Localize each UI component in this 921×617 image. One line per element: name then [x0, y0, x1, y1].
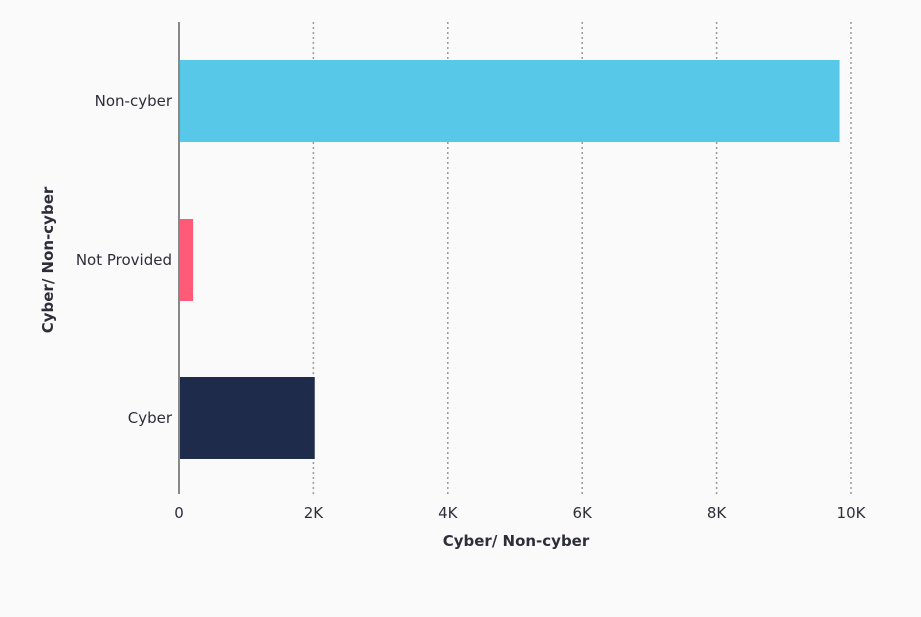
tick-labels: 0 2K 4K 6K 8K 10K Non-cyber Not Provided Cyber	[76, 92, 867, 522]
gridlines	[312, 22, 852, 494]
bar-not-provided[interactable]	[179, 219, 194, 301]
x-tick-label: 4K	[438, 504, 459, 522]
bars	[179, 60, 840, 459]
bar-cyber[interactable]	[179, 377, 315, 459]
x-tick-label: 8K	[707, 504, 728, 522]
x-axis-title: Cyber/ Non-cyber	[443, 532, 590, 550]
y-tick-label: Cyber	[128, 409, 173, 427]
x-tick-label: 6K	[573, 504, 594, 522]
y-tick-label: Not Provided	[76, 251, 172, 269]
x-tick-label: 10K	[837, 504, 867, 522]
x-tick-label: 2K	[304, 504, 325, 522]
bar-non-cyber[interactable]	[179, 60, 840, 142]
y-axis-title: Cyber/ Non-cyber	[39, 186, 57, 333]
y-tick-label: Non-cyber	[95, 92, 173, 110]
x-tick-label: 0	[174, 504, 184, 522]
